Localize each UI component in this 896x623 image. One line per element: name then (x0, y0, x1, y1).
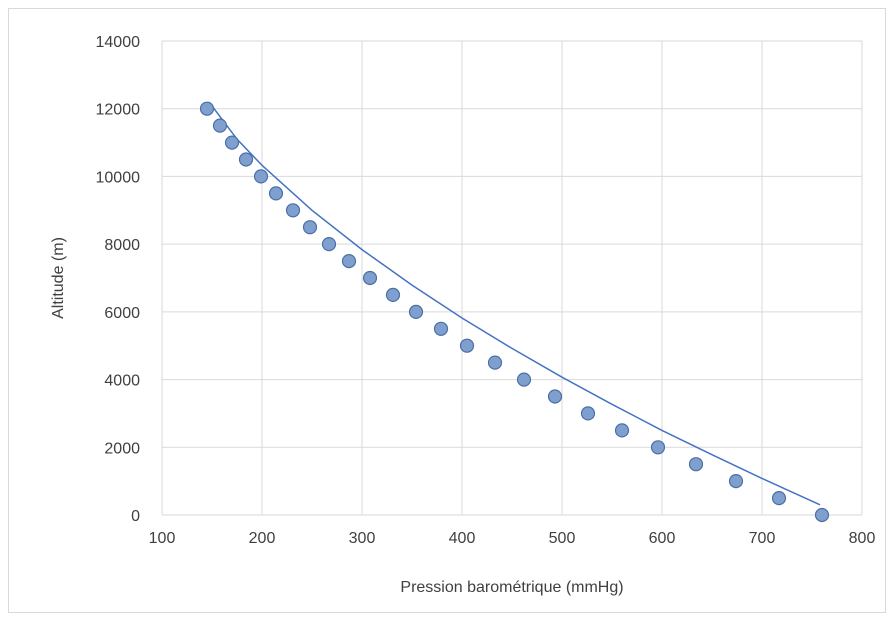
data-point (285, 203, 301, 218)
x-tick-label: 200 (249, 530, 276, 547)
data-point (224, 135, 240, 150)
y-tick-label: 14000 (96, 34, 141, 51)
data-point (650, 440, 666, 455)
trendline-group (208, 101, 821, 506)
data-point (362, 270, 378, 286)
y-tick-label: 8000 (104, 237, 140, 254)
data-point (253, 169, 269, 184)
data-point (771, 491, 787, 506)
data-point (459, 338, 475, 353)
x-tick-label: 700 (749, 530, 776, 547)
data-point (238, 152, 254, 167)
grid-lines (161, 40, 863, 516)
data-point (268, 186, 284, 201)
data-point (728, 474, 744, 489)
data-points (199, 101, 830, 523)
x-tick-label: 800 (849, 530, 876, 547)
x-tick-label: 300 (349, 530, 376, 547)
data-point (212, 118, 228, 133)
y-tick-label: 10000 (96, 169, 141, 186)
x-axis-title: Pression barométrique (mmHg) (400, 579, 623, 596)
data-point (302, 220, 318, 235)
y-tick-label: 0 (131, 508, 140, 525)
y-tick-label: 12000 (96, 102, 141, 119)
data-point (341, 254, 357, 269)
y-tick-labels: 0 2000 4000 6000 8000 10000 12000 14000 (96, 34, 141, 525)
data-point (408, 304, 424, 319)
y-tick-label: 6000 (104, 305, 140, 322)
data-point (487, 355, 503, 370)
x-tick-label: 100 (149, 530, 176, 547)
y-axis-title: Altitude (m) (50, 237, 67, 319)
data-point (433, 321, 449, 336)
data-point (385, 287, 401, 302)
data-point (580, 406, 596, 421)
data-point (814, 507, 830, 523)
x-tick-label: 400 (449, 530, 476, 547)
data-point (614, 423, 630, 438)
y-tick-label: 4000 (104, 373, 140, 390)
data-point (199, 101, 215, 116)
trendline (208, 101, 821, 506)
x-tick-labels: 100 200 300 400 500 600 700 800 (149, 530, 876, 547)
y-tick-label: 2000 (104, 440, 140, 457)
data-point (547, 389, 563, 404)
x-tick-label: 600 (649, 530, 676, 547)
data-point (688, 457, 704, 472)
data-point (516, 372, 532, 387)
x-tick-label: 500 (549, 530, 576, 547)
data-point (321, 237, 337, 252)
